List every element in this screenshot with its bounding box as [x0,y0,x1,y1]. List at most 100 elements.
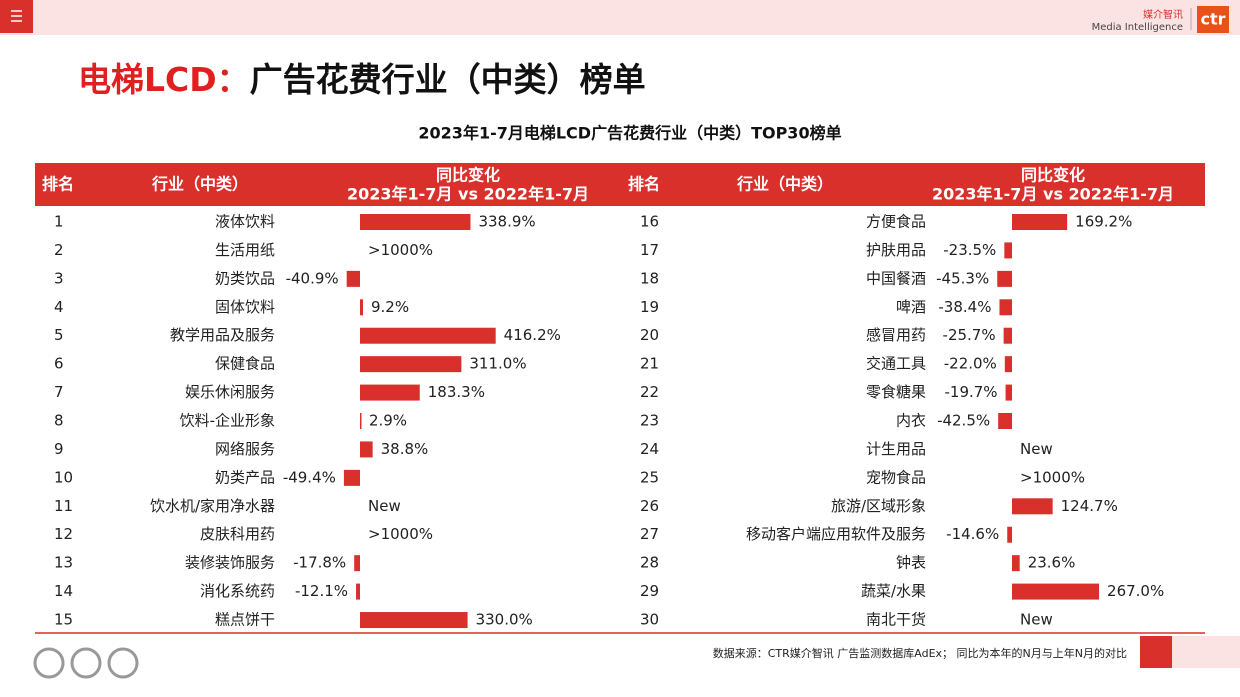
industry: 娱乐休闲服务 [185,383,275,401]
rank: 21 [640,355,659,373]
change-bar [360,413,362,430]
change-label: -25.7% [943,326,996,344]
rank: 10 [54,468,73,486]
title-rest: 广告花费行业（中类）榜单 [250,60,646,99]
rank: 18 [640,269,659,287]
rank: 15 [54,611,73,629]
change-bar [1003,327,1012,344]
change-label: 9.2% [371,298,409,316]
change-label: New [1020,440,1053,458]
industry: 内衣 [896,412,926,430]
change-label: New [368,497,401,515]
industry: 皮肤科用药 [200,525,275,543]
industry: 宠物食品 [866,468,926,486]
industry: 教学用品及服务 [170,326,275,344]
header-change: 同比变化 [1021,166,1085,185]
change-bar [1012,583,1100,600]
industry: 液体饮料 [215,213,275,231]
rank: 5 [54,326,64,344]
change-bar [998,413,1012,430]
change-bar [1012,498,1053,515]
change-bar [1005,384,1012,401]
industry: 方便食品 [866,213,926,231]
header-period: 2023年1-7月 vs 2022年1-7月 [347,185,589,204]
change-label: -12.1% [295,582,348,600]
change-label: >1000% [368,241,433,259]
change-label: -14.6% [946,525,999,543]
header-rank: 排名 [628,175,660,194]
rank: 1 [54,213,64,231]
rank: 23 [640,412,659,430]
rank: 12 [54,525,73,543]
change-label: -19.7% [944,383,997,401]
industry: 旅游/区域形象 [831,497,926,515]
change-label: 311.0% [469,355,526,373]
industry: 糕点饼干 [215,611,275,629]
change-label: -23.5% [943,241,996,259]
rank: 3 [54,269,64,287]
industry: 奶类产品 [215,468,275,486]
rank: 25 [640,468,659,486]
logo-box [1197,6,1229,33]
header-industry: 行业（中类） [736,175,833,194]
change-label: 183.3% [428,383,485,401]
rank: 17 [640,241,659,259]
rank: 29 [640,582,659,600]
rank: 9 [54,440,64,458]
industry: 保健食品 [215,355,275,373]
change-bar [360,327,496,344]
change-label: 124.7% [1061,497,1118,515]
header-industry: 行业（中类） [151,175,248,194]
industry: 交通工具 [866,355,926,373]
change-label: -40.9% [286,269,339,287]
industry: 计生用品 [866,440,926,458]
change-label: 416.2% [504,326,561,344]
rank: 2 [54,241,64,259]
change-label: New [1020,611,1053,629]
rank: 14 [54,582,73,600]
change-bar [360,384,420,401]
industry: 移动客户端应用软件及服务 [746,525,926,543]
change-bar [360,299,363,316]
industry: 装修装饰服务 [185,554,275,572]
rank: 19 [640,298,659,316]
industry: 消化系统药 [200,582,275,600]
change-label: -42.5% [937,412,990,430]
industry: 中国餐酒 [866,269,926,287]
industry: 饮料-企业形象 [180,412,275,430]
rank: 11 [54,497,73,515]
header-change: 同比变化 [436,166,500,185]
change-bar [997,270,1012,287]
change-label: >1000% [368,525,433,543]
change-label: 2.9% [369,412,407,430]
industry: 奶类饮品 [215,269,275,287]
rank: 24 [640,440,659,458]
change-bar [1004,242,1012,259]
change-bar [354,555,360,572]
rank: 7 [54,383,64,401]
certification-badges [33,647,139,679]
industry: 生活用纸 [215,241,275,259]
industry: 南北干货 [866,611,926,629]
change-bar [356,583,360,600]
source-note: 数据来源：CTR媒介智讯 广告监测数据库AdEx； 同比为本年的N月与上年N月的… [713,646,1127,660]
change-bar [343,469,360,486]
change-bar [1012,555,1020,572]
table-header [35,163,1205,206]
top-bar [0,0,1240,35]
change-label: 169.2% [1075,213,1132,231]
change-bar [1004,356,1012,373]
industry: 蔬菜/水果 [861,582,926,600]
rank: 28 [640,554,659,572]
rank: 13 [54,554,73,572]
rank: 27 [640,525,659,543]
change-bar [360,356,462,373]
rank: 20 [640,326,659,344]
change-label: 330.0% [476,611,533,629]
industry: 护肤用品 [866,241,926,259]
change-bar [346,270,360,287]
logo-cn: 媒介智讯 [1143,8,1183,21]
